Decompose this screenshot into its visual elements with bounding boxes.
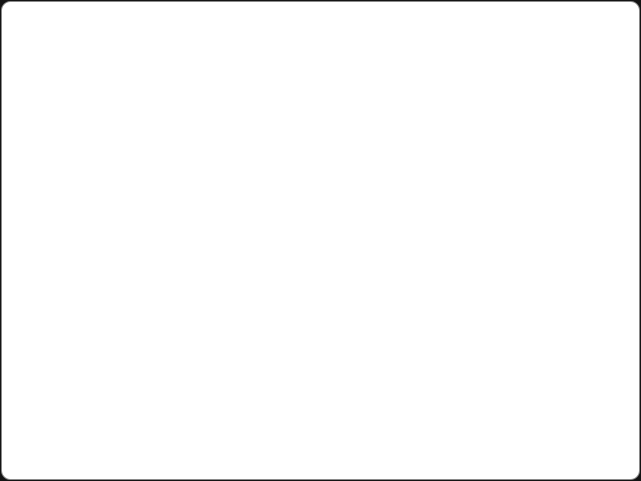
lap-times-chart xyxy=(1,1,640,480)
chart-panel[interactable] xyxy=(1,1,640,480)
chart-panel-container xyxy=(1,1,640,480)
